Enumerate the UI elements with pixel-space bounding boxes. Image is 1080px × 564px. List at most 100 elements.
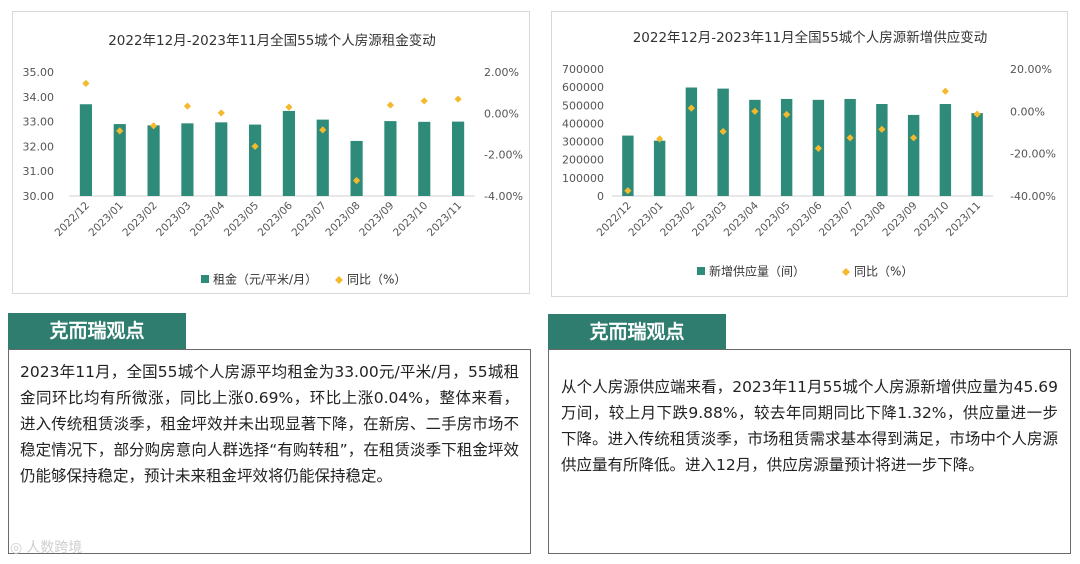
right-section-heading: 克而瑞观点 <box>548 314 726 350</box>
bar <box>653 140 666 196</box>
bar <box>451 121 465 196</box>
yoy-point <box>285 103 293 111</box>
y-right-tick-label: -4.00% <box>484 190 523 203</box>
y-left-tick-label: 400000 <box>562 117 604 130</box>
right-commentary: 从个人房源供应端来看，2023年11月55城个人房源新增供应量为45.69万间，… <box>548 349 1071 554</box>
left-commentary: 2023年11月，全国55城个人房源平均租金为33.00元/平米/月，55城租金… <box>8 349 531 554</box>
y-right-tick-label: 2.00% <box>484 66 519 79</box>
bar <box>780 98 793 196</box>
bar <box>749 99 761 196</box>
y-right-tick-label: 20.00% <box>1010 63 1052 76</box>
bar <box>181 123 194 196</box>
legend-yoy-label: 同比（%） <box>854 265 913 279</box>
bar <box>113 124 126 196</box>
yoy-point <box>656 135 664 143</box>
bar <box>876 104 888 196</box>
bar <box>685 87 698 196</box>
bar <box>418 121 431 196</box>
yoy-point <box>910 134 918 142</box>
y-right-tick-label: -2.00% <box>484 149 523 162</box>
bar <box>717 88 729 196</box>
yoy-point <box>846 134 854 142</box>
yoy-point <box>751 107 759 115</box>
right-commentary-text: 从个人房源供应端来看，2023年11月55城个人房源新增供应量为45.69万间，… <box>561 378 1058 474</box>
supply-chart: 2022年12月-2023年11月全国55城个人房源新增供应变动 0 100000 2… <box>551 11 1068 297</box>
x-tick-label: 2023/07 <box>290 200 329 239</box>
x-tick-label: 2023/05 <box>222 200 261 239</box>
legend-bar-swatch <box>201 275 209 283</box>
legend-yoy-label: 同比（%） <box>347 273 406 287</box>
y-left-tick-label: 600000 <box>562 81 604 94</box>
yoy-point <box>454 95 462 103</box>
bar <box>316 119 329 196</box>
left-section-heading: 克而瑞观点 <box>8 313 186 349</box>
yoy-point <box>814 144 822 152</box>
yoy-point <box>386 101 395 109</box>
yoy-point <box>82 79 90 87</box>
x-tick-label: 2023/01 <box>87 200 126 239</box>
y-left-tick-label: 500000 <box>562 99 604 112</box>
y-right-tick-label: 0.00% <box>484 107 519 120</box>
x-tick-label: 2022/12 <box>53 200 92 239</box>
yoy-point <box>149 122 158 130</box>
y-left-tick-label: 100000 <box>562 172 604 185</box>
yoy-point <box>783 110 791 119</box>
y-left-tick-label: 700000 <box>562 63 604 76</box>
y-right-tick-label: -40.00% <box>1010 190 1056 203</box>
y-left-tick-label: 31.00 <box>23 165 55 178</box>
bar <box>622 135 634 196</box>
legend-bar-swatch <box>697 267 705 275</box>
yoy-point <box>624 187 632 195</box>
yoy-point <box>941 87 949 95</box>
bar <box>350 140 363 196</box>
yoy-point <box>973 110 981 118</box>
x-tick-label: 2023/09 <box>357 200 396 239</box>
legend-yoy-swatch <box>842 268 850 276</box>
bar <box>282 110 296 196</box>
y-left-tick-label: 34.00 <box>23 91 55 104</box>
yoy-point <box>319 126 327 134</box>
y-left-tick-label: 0 <box>597 190 604 203</box>
supply-chart-svg: 2022年12月-2023年11月全国55城个人房源新增供应变动 0 100000 2… <box>562 29 1056 279</box>
legend-yoy-swatch <box>335 276 343 284</box>
yoy-point <box>183 102 192 110</box>
x-tick-label: 2023/06 <box>256 199 296 239</box>
rent-chart-svg: 2022年12月-2023年11月全国55城个人房源租金变动 30.00 31.00… <box>23 32 523 287</box>
bar <box>844 98 856 196</box>
bar <box>248 124 262 196</box>
bar <box>79 104 93 196</box>
y-left-tick-label: 33.00 <box>23 116 55 129</box>
y-left-tick-label: 32.00 <box>23 140 55 153</box>
left-commentary-text: 2023年11月，全国55城个人房源平均租金为33.00元/平米/月，55城租金… <box>20 363 519 485</box>
x-tick-label: 2023/11 <box>944 200 983 239</box>
y-left-tick-label: 35.00 <box>23 66 55 79</box>
yoy-point <box>719 127 727 136</box>
watermark-text: 人数跨境 <box>26 540 83 556</box>
bar <box>971 113 983 196</box>
x-tick-label: 2023/11 <box>425 200 464 239</box>
chart-title: 2022年12月-2023年11月全国55城个人房源新增供应变动 <box>633 29 988 46</box>
yoy-point <box>878 125 886 133</box>
yoy-point <box>217 109 225 117</box>
rent-chart: 2022年12月-2023年11月全国55城个人房源租金变动 30.00 31.00… <box>12 11 530 294</box>
legend-bar-label: 租金（元/平米/月） <box>213 272 317 287</box>
bar <box>215 122 228 196</box>
watermark: ◎ 人数跨境 <box>6 537 82 557</box>
y-right-tick-label: 0.00% <box>1010 105 1045 118</box>
yoy-point <box>420 97 428 105</box>
x-tick-label: 2023/02 <box>120 200 159 239</box>
wechat-icon: ◎ <box>10 540 23 556</box>
bar <box>907 114 920 196</box>
x-tick-label: 2023/04 <box>188 199 228 239</box>
x-tick-label: 2023/03 <box>154 200 193 239</box>
yoy-point <box>116 127 124 135</box>
bar <box>147 125 160 196</box>
y-left-tick-label: 30.00 <box>23 190 55 203</box>
y-left-tick-label: 200000 <box>562 154 604 167</box>
yoy-point <box>251 142 259 150</box>
x-tick-label: 2023/10 <box>391 200 430 239</box>
yoy-point <box>687 104 695 112</box>
x-tick-label: 2023/08 <box>323 200 362 239</box>
bar <box>939 104 952 196</box>
legend-bar-label: 新增供应量（间） <box>709 264 805 279</box>
